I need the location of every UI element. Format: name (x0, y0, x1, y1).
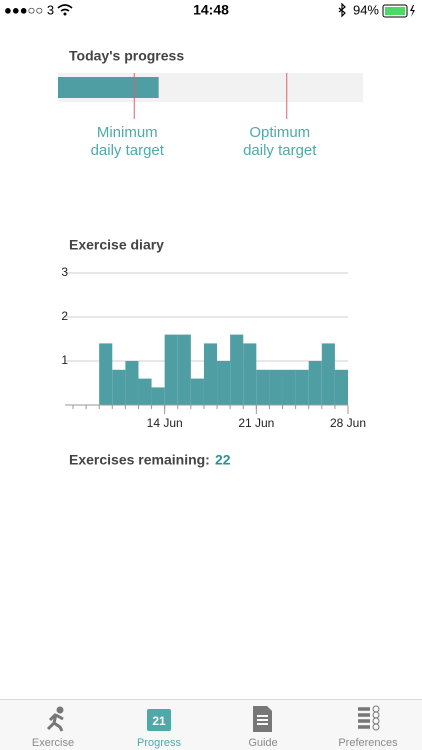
bar (230, 334, 244, 405)
y-tick-label: 1 (61, 353, 68, 367)
wifi-icon (57, 4, 73, 12)
battery-level: 94% (353, 2, 379, 17)
remaining-value: 22 (215, 452, 231, 468)
chart-title: Exercise diary (69, 237, 164, 253)
bar (203, 343, 218, 405)
tab-bar: Exercise 21 Progress Guide Preferences (0, 699, 422, 750)
document-lines (257, 715, 268, 725)
y-tick-label: 3 (61, 265, 68, 279)
battery-fill (385, 7, 405, 15)
charging-icon (410, 5, 415, 17)
target-label: daily target (91, 142, 165, 159)
runner-head (56, 706, 64, 714)
remaining-label: Exercises remaining: (69, 452, 210, 468)
bar (282, 369, 296, 405)
progress-fill (58, 77, 159, 98)
tab-preferences[interactable]: Preferences (338, 705, 398, 749)
x-tick-label: 21 Jun (238, 416, 274, 430)
runner-icon (46, 712, 64, 732)
battery-frame (382, 4, 408, 18)
toggle (372, 723, 380, 731)
bar (321, 343, 335, 405)
tab-label: Guide (248, 737, 277, 749)
tab-guide[interactable]: Guide (248, 706, 278, 749)
bar (269, 369, 283, 405)
bar (177, 334, 191, 405)
bar (334, 369, 348, 405)
bar (164, 334, 178, 405)
y-tick-label: 2 (61, 309, 68, 323)
bar (217, 361, 231, 405)
calendar-icon (147, 709, 171, 731)
x-tick-label: 28 Jun (330, 416, 366, 430)
carrier: ●●●○○ 3 (4, 2, 54, 17)
bar (112, 369, 126, 405)
target-label: daily target (243, 142, 317, 159)
list-icon (358, 707, 370, 729)
bar (243, 343, 257, 405)
bar (308, 361, 322, 405)
wifi-dot (63, 12, 67, 16)
tab-label: Progress (137, 737, 182, 749)
tab-progress[interactable]: 21 Progress (137, 709, 182, 749)
bar (138, 378, 152, 405)
bar (99, 343, 113, 405)
target-label: Minimum (97, 124, 158, 141)
bar (295, 369, 309, 405)
progress-title: Today's progress (69, 48, 184, 64)
tab-bar-bg (0, 699, 422, 750)
tab-label: Exercise (32, 737, 74, 749)
status-bar: ●●●○○ 3 14:48 94% (4, 2, 415, 18)
bluetooth-icon (338, 2, 346, 18)
bar (151, 387, 165, 405)
bar (190, 378, 204, 405)
target-label: Optimum (249, 124, 310, 141)
chart: 1 2 3 14 Jun 21 Jun 28 Jun (61, 265, 366, 430)
bar (125, 361, 139, 405)
x-tick-label: 14 Jun (147, 416, 183, 430)
bar (256, 369, 270, 405)
tab-exercise[interactable]: Exercise (32, 706, 74, 749)
calendar-day: 21 (152, 714, 166, 728)
tab-label: Preferences (338, 737, 398, 749)
clock: 14:48 (193, 2, 229, 18)
